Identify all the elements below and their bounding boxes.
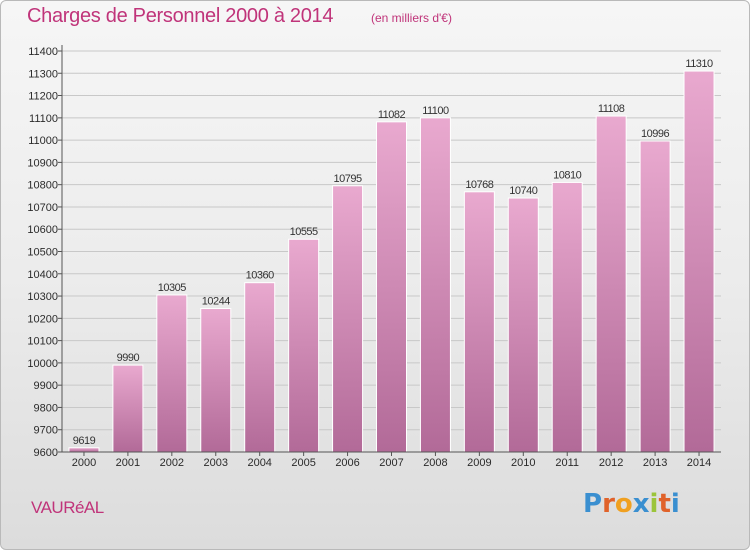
x-tick-label: 2004	[247, 457, 271, 469]
bar	[551, 181, 583, 453]
bar-value-label: 9990	[117, 352, 140, 364]
bar	[595, 115, 627, 453]
x-tick-label: 2010	[511, 457, 535, 469]
bar-value-label: 11310	[685, 58, 713, 70]
y-tick-label: 10200	[27, 313, 58, 325]
y-tick-label: 10000	[27, 358, 58, 370]
y-tick-label: 10800	[27, 180, 58, 192]
y-tick-label: 11300	[28, 68, 58, 80]
bar	[112, 364, 144, 453]
x-tick-label: 2005	[291, 457, 315, 469]
bar	[332, 185, 364, 453]
bar-value-label: 11108	[598, 103, 625, 115]
chart-subtitle: (en milliers d'€)	[371, 11, 452, 25]
y-tick-label: 10500	[27, 247, 58, 259]
bar-value-label: 10555	[290, 226, 318, 238]
y-tick-label: 10700	[27, 202, 58, 214]
bar-value-label: 10996	[641, 128, 669, 140]
bar-value-label: 10305	[158, 282, 186, 294]
y-tick-label: 11000	[28, 135, 58, 147]
x-tick-label: 2013	[643, 457, 667, 469]
bar-value-label: 10360	[246, 270, 274, 282]
y-tick-label: 11400	[28, 46, 58, 58]
bar-value-label: 9619	[73, 435, 96, 447]
x-tick-label: 2006	[335, 457, 359, 469]
bars	[68, 70, 715, 453]
proxiti-logo: Proxiti	[583, 489, 680, 519]
x-tick-label: 2008	[423, 457, 447, 469]
bar-value-label: 10740	[509, 185, 537, 197]
x-tick-label: 2009	[467, 457, 491, 469]
y-tick-label: 9600	[34, 447, 58, 459]
bar-value-label: 11082	[378, 109, 406, 121]
bar	[683, 70, 715, 453]
y-tick-label: 11100	[29, 113, 58, 125]
y-tick-label: 11200	[28, 91, 58, 103]
y-tick-label: 10600	[27, 224, 58, 236]
bar	[376, 121, 407, 453]
bar	[639, 140, 671, 453]
bar	[244, 282, 276, 453]
bar-value-label: 10795	[334, 173, 362, 185]
y-tick-label: 10300	[27, 291, 58, 303]
y-tick-label: 9900	[34, 380, 58, 392]
bar-value-label: 10768	[465, 179, 493, 191]
x-tick-label: 2007	[379, 457, 403, 469]
bar	[156, 294, 188, 453]
bar	[68, 447, 100, 453]
place-name: VAURéAL	[31, 498, 104, 517]
x-tick-label: 2012	[599, 457, 623, 469]
x-tick-label: 2001	[116, 457, 140, 469]
x-tick-label: 2000	[72, 457, 96, 469]
y-tick-label: 10900	[27, 157, 58, 169]
y-tick-label: 9800	[34, 402, 58, 414]
y-tick-label: 9700	[34, 425, 58, 437]
bar-value-label: 10810	[553, 169, 581, 181]
bar-value-label: 11100	[422, 105, 449, 117]
labels: 9600 9700 9800 9900 10000 10100 10200 10300 1040…	[27, 46, 713, 469]
x-tick-label: 2002	[160, 457, 184, 469]
bar	[507, 197, 539, 453]
y-tick-label: 10400	[27, 269, 58, 281]
x-tick-label: 2011	[555, 457, 579, 469]
bar	[463, 191, 495, 453]
bar	[419, 117, 451, 453]
x-tick-label: 2014	[687, 457, 711, 469]
x-tick-label: 2003	[204, 457, 228, 469]
chart-title: Charges de Personnel 2000 à 2014	[27, 5, 334, 27]
bar-value-label: 10244	[202, 296, 230, 308]
bar	[200, 308, 232, 453]
axes	[58, 45, 721, 456]
y-tick-label: 10100	[27, 336, 58, 348]
bar	[288, 238, 320, 453]
